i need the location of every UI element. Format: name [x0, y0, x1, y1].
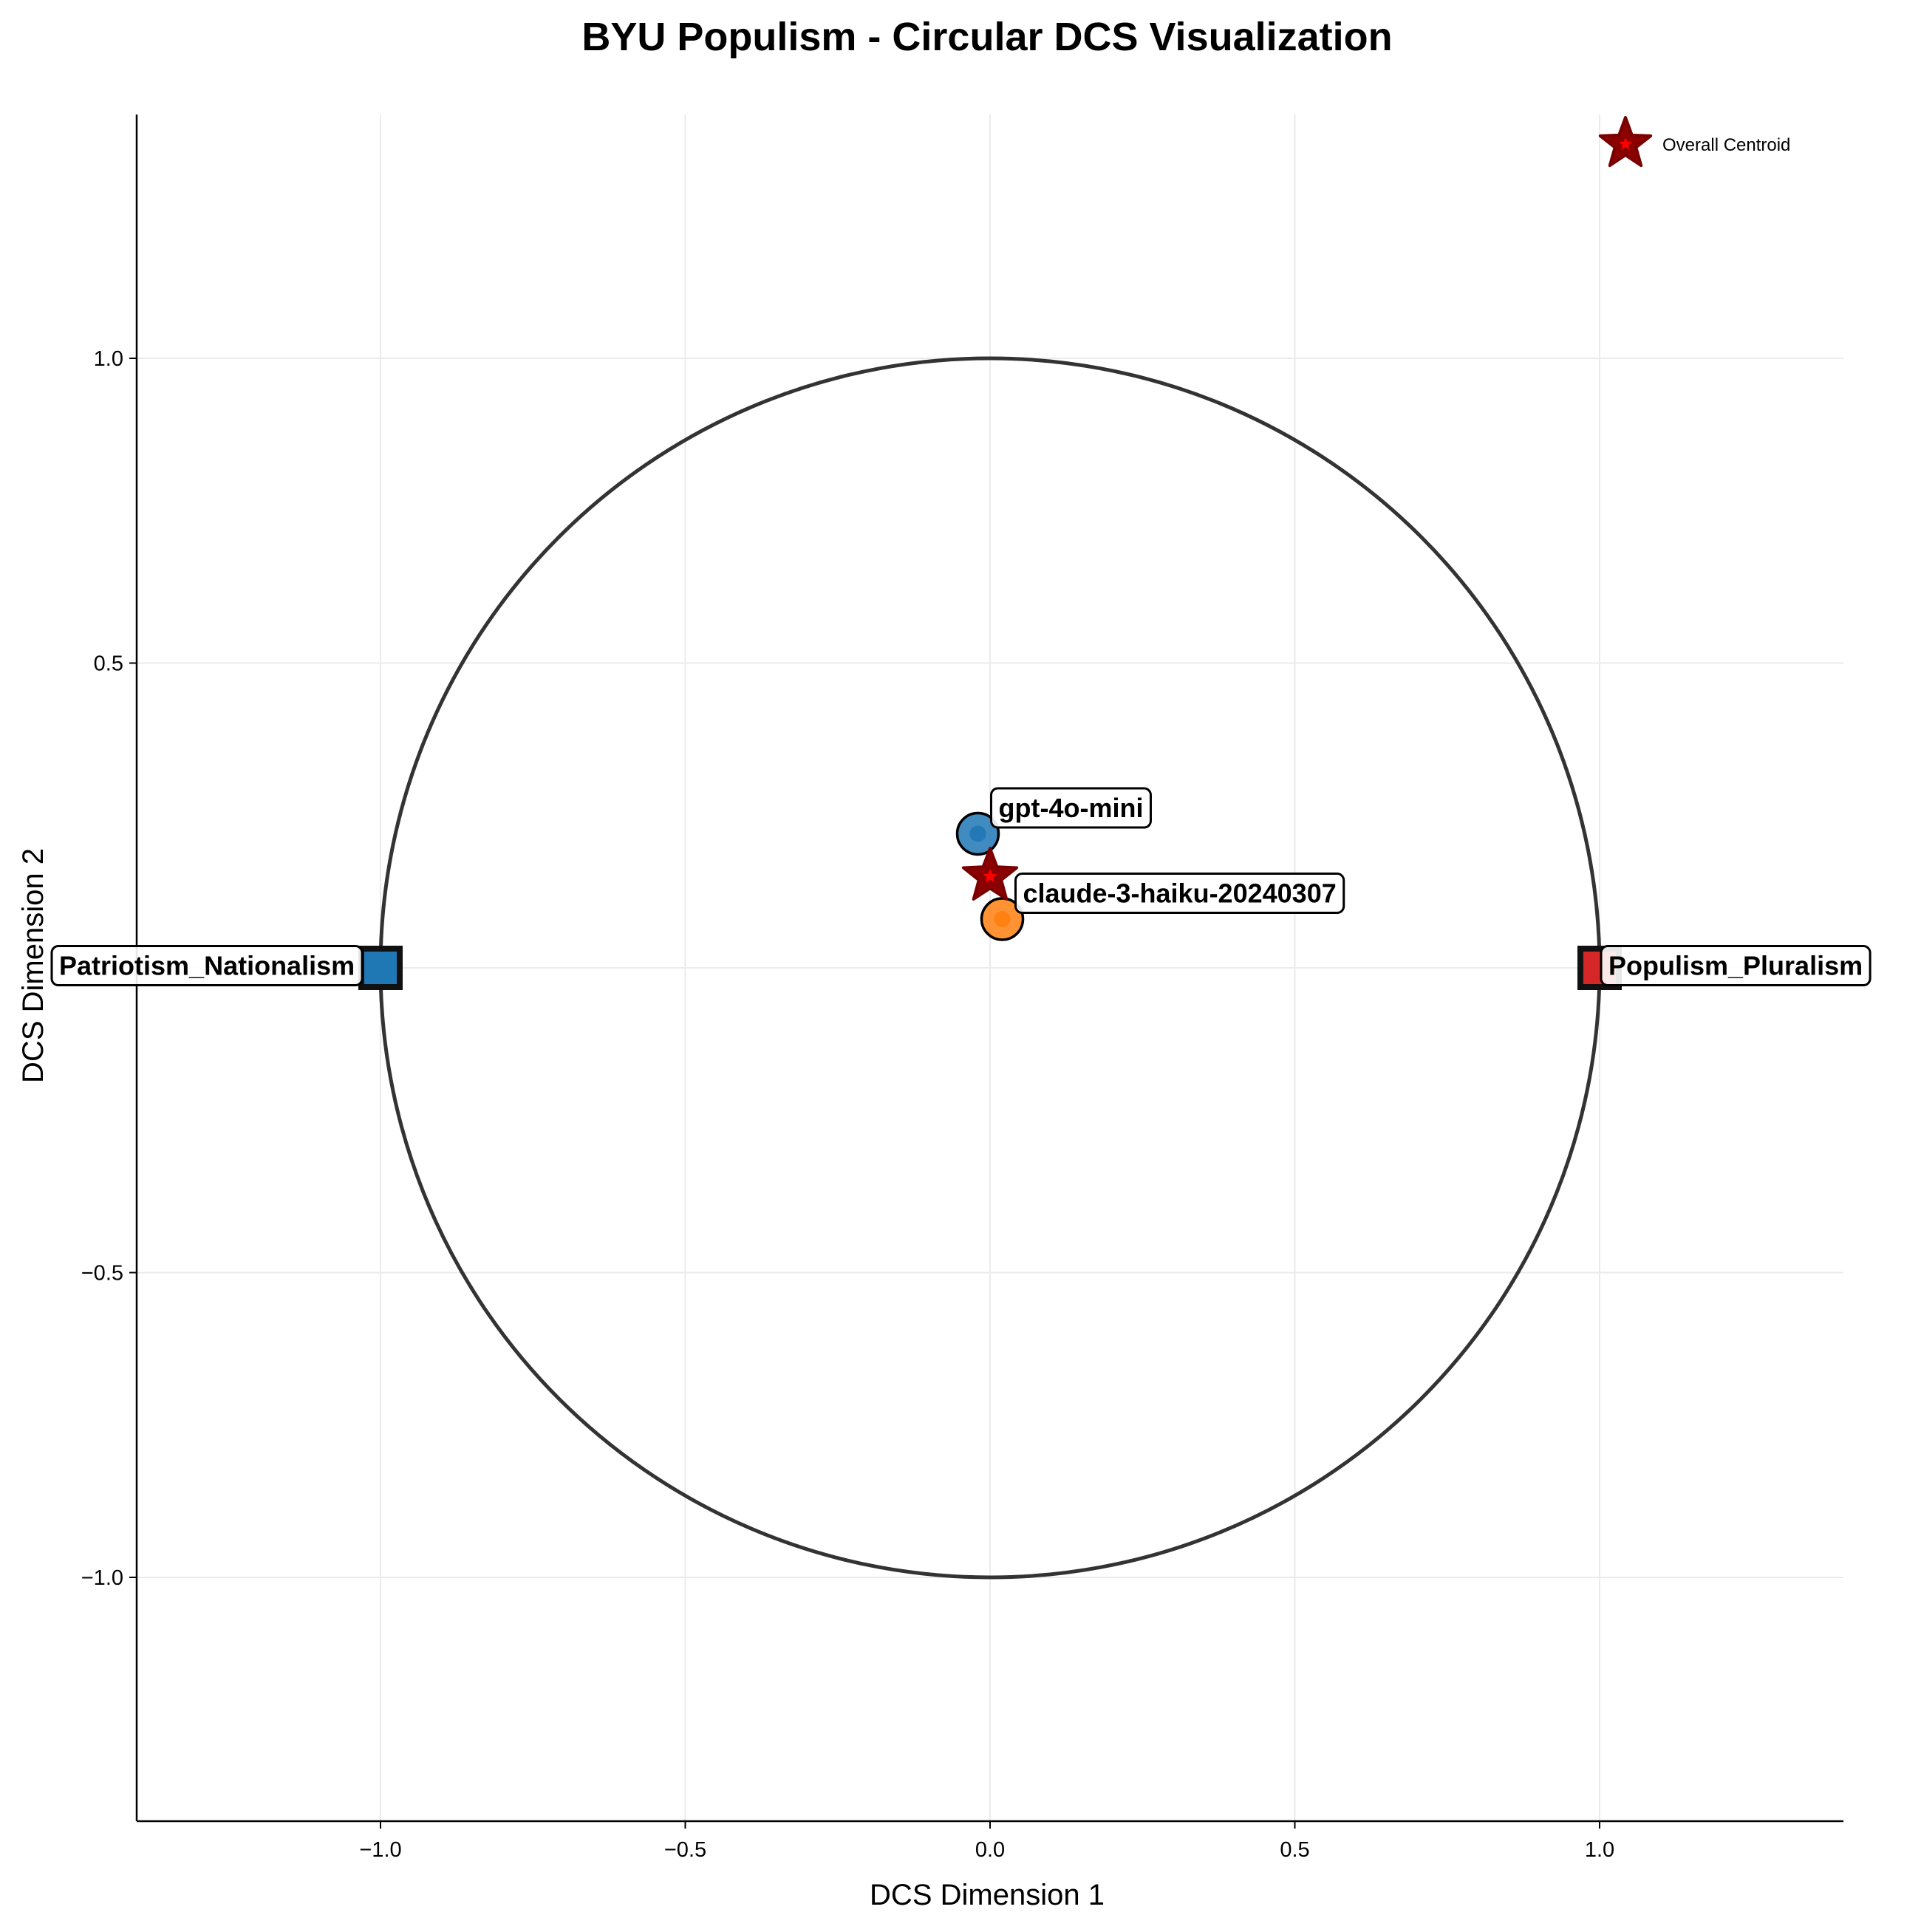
anchor-point: [358, 946, 403, 990]
model-point-center: [994, 911, 1011, 927]
model-label-box: [990, 787, 1152, 829]
x-tick-label: 1.0: [1585, 1838, 1614, 1862]
anchor-label: Populism_Pluralism: [1600, 945, 1871, 987]
model-label: claude-3-haiku-20240307: [1014, 873, 1345, 915]
legend-star-inner: [1619, 137, 1632, 150]
legend-entry-label: Overall Centroid: [1662, 135, 1790, 155]
anchor-label-box: [1600, 945, 1871, 987]
x-axis-label: DCS Dimension 1: [870, 1879, 1105, 1911]
x-tick-label: −1.0: [359, 1838, 401, 1862]
model-label-text: gpt-4o-mini: [999, 793, 1144, 823]
model-label-box: [1014, 873, 1345, 915]
y-tick-label: −0.5: [81, 1262, 123, 1286]
anchor-label: Patriotism_Nationalism: [50, 945, 364, 987]
anchor-label-text: Patriotism_Nationalism: [59, 951, 355, 981]
y-tick-label: 0.5: [94, 652, 123, 676]
x-tick-label: −0.5: [664, 1838, 706, 1862]
model-label-text: claude-3-haiku-20240307: [1023, 878, 1337, 909]
y-tick-label: −1.0: [81, 1566, 123, 1590]
x-tick-label: 0.5: [1280, 1838, 1309, 1862]
anchor-label-text: Populism_Pluralism: [1608, 951, 1863, 981]
data-marks: gpt-4o-mini claude-3-haiku-20240307 Patrio…: [50, 787, 1871, 990]
anchor-label-box: [50, 945, 364, 987]
legend: Overall Centroid: [1598, 116, 1790, 168]
y-tick-label: 1.0: [94, 347, 123, 371]
chart-title: BYU Populism - Circular DCS Visualizatio…: [581, 15, 1392, 59]
y-axis-label: DCS Dimension 2: [17, 848, 50, 1083]
model-point-center: [969, 825, 986, 842]
centroid-star-inner: [983, 869, 997, 883]
model-label: gpt-4o-mini: [990, 787, 1152, 829]
x-tick-label: 0.0: [975, 1838, 1005, 1862]
